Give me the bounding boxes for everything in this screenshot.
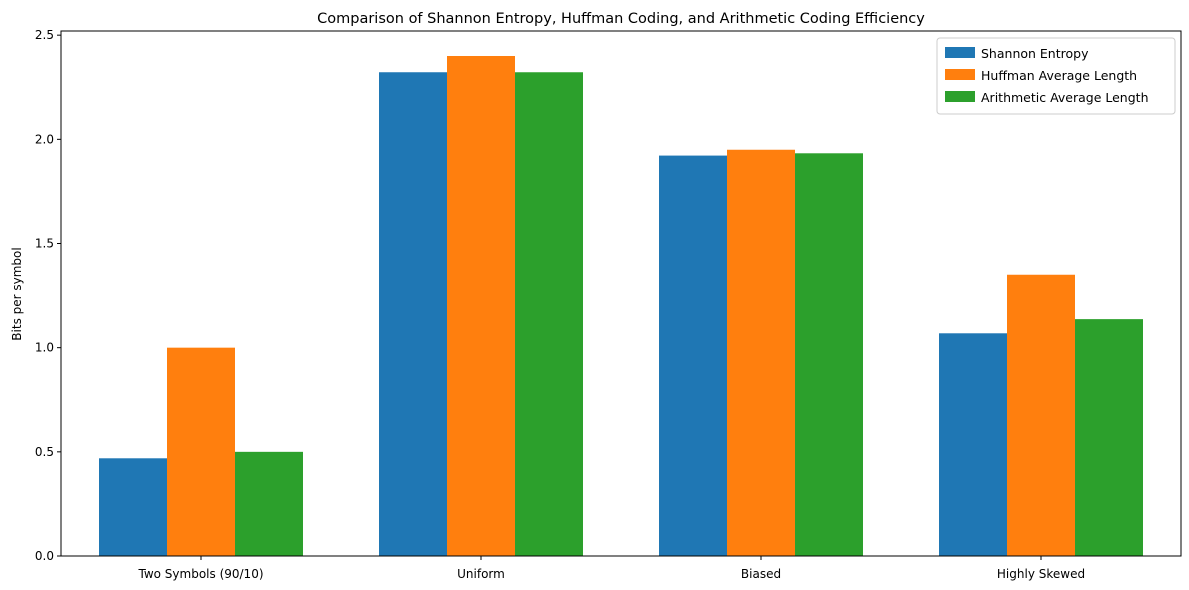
bar-arithmetic-average-length-1 [515, 72, 583, 556]
x-tick-label: Two Symbols (90/10) [137, 567, 263, 581]
legend-label: Huffman Average Length [981, 68, 1137, 83]
y-axis-ticks: 0.0 0.5 1.0 1.5 2.0 2.5 [35, 28, 61, 563]
bar-huffman-average-length-1 [447, 56, 515, 556]
y-tick-label: 1.0 [35, 341, 54, 355]
plot-frame [60, 30, 1182, 557]
y-axis-label: Bits per symbol [10, 247, 24, 340]
y-tick-label: 2.0 [35, 132, 54, 146]
y-tick-label: 1.5 [35, 237, 54, 251]
x-axis-ticks: Two Symbols (90/10) Uniform Biased Highly S… [137, 556, 1085, 581]
legend: Shannon Entropy Huffman Average Length Ari… [936, 37, 1176, 115]
legend-swatch [945, 47, 975, 58]
x-tick-label: Highly Skewed [997, 567, 1085, 581]
legend-label: Arithmetic Average Length [981, 90, 1149, 105]
bar-shannon-entropy-2 [659, 155, 727, 557]
x-tick-label: Biased [741, 567, 781, 581]
bar-arithmetic-average-length-2 [795, 153, 863, 556]
bar-huffman-average-length-0 [167, 347, 235, 556]
legend-swatch [945, 91, 975, 102]
bar-arithmetic-average-length-3 [1075, 319, 1143, 556]
bar-huffman-average-length-2 [727, 149, 795, 556]
legend-swatch [945, 69, 975, 80]
bar-shannon-entropy-1 [379, 72, 447, 556]
y-tick-label: 2.5 [35, 28, 54, 42]
bar-shannon-entropy-0 [99, 458, 167, 556]
bars-group [99, 56, 1143, 557]
legend-box [936, 37, 1176, 115]
bar-huffman-average-length-3 [1007, 274, 1075, 556]
y-tick-label: 0.0 [35, 549, 54, 563]
legend-label: Shannon Entropy [981, 46, 1089, 61]
bar-arithmetic-average-length-0 [235, 451, 303, 556]
x-tick-label: Uniform [457, 567, 505, 581]
chart-title: Comparison of Shannon Entropy, Huffman C… [317, 11, 925, 27]
y-tick-label: 0.5 [35, 445, 54, 459]
bar-shannon-entropy-3 [939, 333, 1007, 556]
